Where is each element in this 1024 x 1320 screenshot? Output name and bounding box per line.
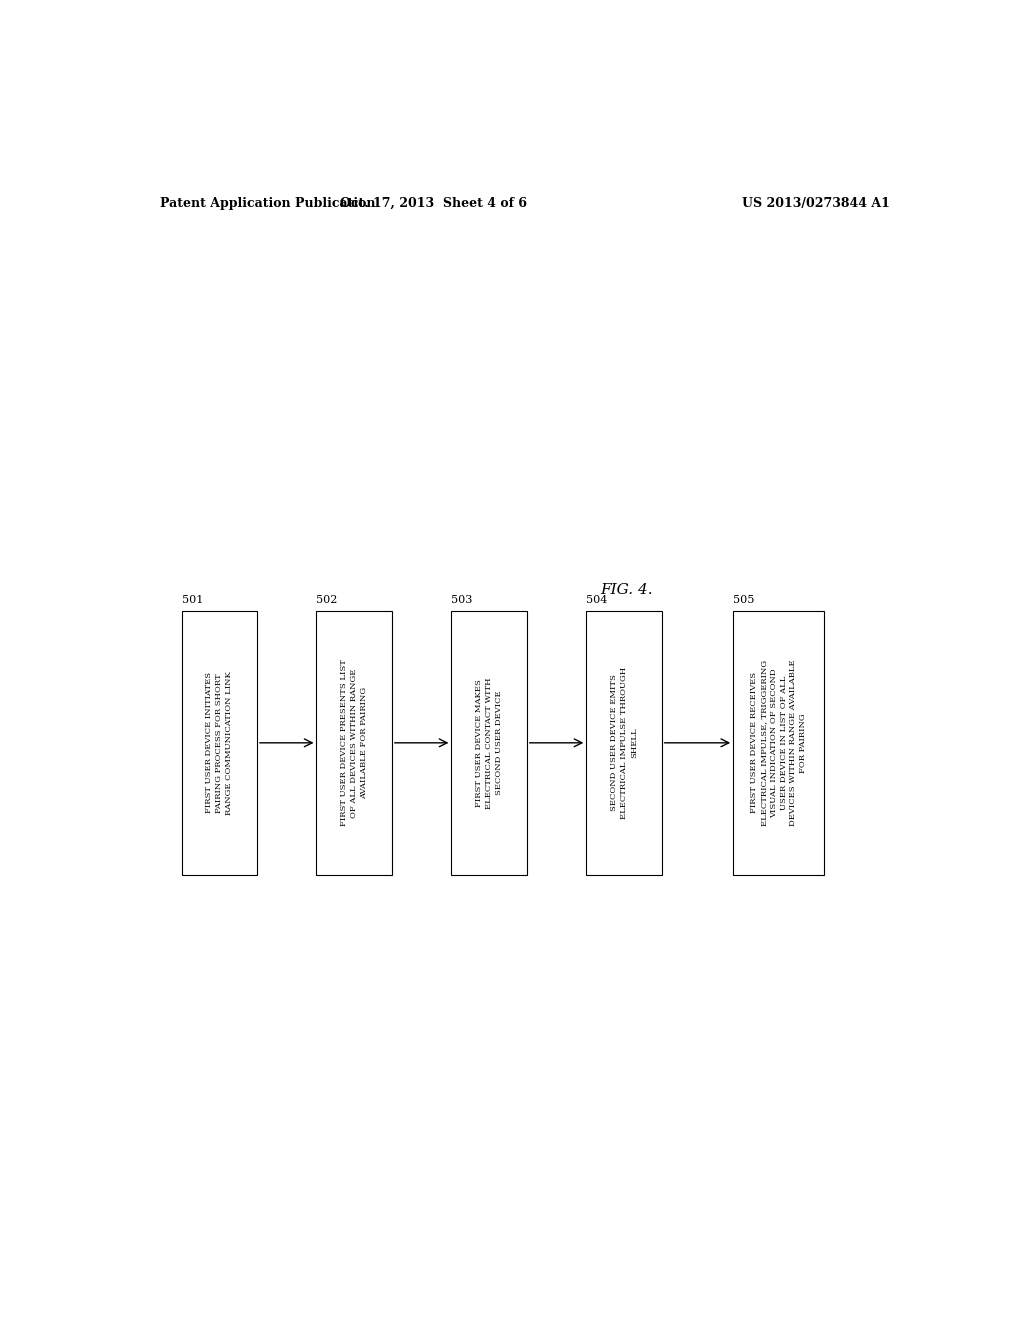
Text: Patent Application Publication: Patent Application Publication bbox=[160, 197, 375, 210]
Text: Oct. 17, 2013  Sheet 4 of 6: Oct. 17, 2013 Sheet 4 of 6 bbox=[340, 197, 527, 210]
Text: 501: 501 bbox=[181, 594, 203, 605]
Text: FIG. 4.: FIG. 4. bbox=[600, 583, 653, 598]
Text: FIRST USER DEVICE PRESENTS LIST
OF ALL DEVICES WITHIN RANGE
AVAILABLE FOR PAIRIN: FIRST USER DEVICE PRESENTS LIST OF ALL D… bbox=[340, 660, 368, 826]
Text: FIRST USER DEVICE MAKES
ELECTRICAL CONTACT WITH
SECOND USER DEVICE: FIRST USER DEVICE MAKES ELECTRICAL CONTA… bbox=[475, 677, 503, 809]
Text: 505: 505 bbox=[733, 594, 755, 605]
Text: FIRST USER DEVICE INITIATES
PAIRING PROCESS FOR SHORT
RANGE COMMUNICATION LINK: FIRST USER DEVICE INITIATES PAIRING PROC… bbox=[206, 671, 233, 814]
Text: FIRST USER DEVICE RECEIVES
ELECTRICAL IMPULSE, TRIGGERING
VISUAL INDICATION OF S: FIRST USER DEVICE RECEIVES ELECTRICAL IM… bbox=[751, 660, 807, 826]
Bar bbox=[316, 611, 392, 875]
Bar bbox=[733, 611, 824, 875]
Text: 503: 503 bbox=[452, 594, 473, 605]
Bar bbox=[452, 611, 526, 875]
Text: SECOND USER DEVICE EMITS
ELECTRICAL IMPULSE THROUGH
SHELL: SECOND USER DEVICE EMITS ELECTRICAL IMPU… bbox=[610, 667, 638, 818]
Text: US 2013/0273844 A1: US 2013/0273844 A1 bbox=[742, 197, 890, 210]
Bar bbox=[587, 611, 662, 875]
Bar bbox=[181, 611, 257, 875]
Text: 504: 504 bbox=[587, 594, 607, 605]
Text: 502: 502 bbox=[316, 594, 338, 605]
